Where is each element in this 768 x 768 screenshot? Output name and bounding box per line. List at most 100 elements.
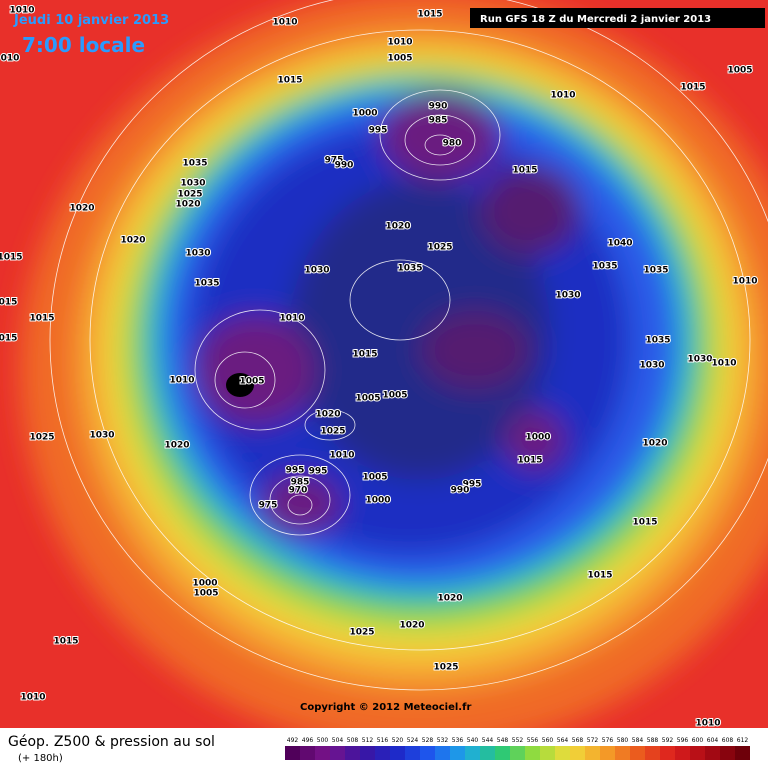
isobar-label: 1005 (727, 66, 752, 76)
legend-swatch (495, 746, 510, 760)
legend-swatch (465, 746, 480, 760)
isobar-label: 1015 (680, 83, 705, 93)
isobar-label: 1005 (355, 394, 380, 404)
legend-label: 560 (542, 737, 554, 744)
isobar-label: 1020 (164, 441, 189, 451)
legend-swatch (405, 746, 420, 760)
isobar-label: 1025 (29, 433, 54, 443)
isobar-label: 1025 (427, 243, 452, 253)
legend-swatch (285, 746, 300, 760)
isobar-label: 1035 (194, 279, 219, 289)
legend-label: 608 (722, 737, 734, 744)
legend-label: 572 (587, 737, 599, 744)
isobar-label: 015 (0, 298, 17, 308)
legend-swatch (630, 746, 645, 760)
legend-label: 596 (677, 737, 689, 744)
isobar-label: 1035 (182, 159, 207, 169)
isobar-label: 1005 (362, 473, 387, 483)
legend-label: 524 (407, 737, 419, 744)
isobar-label: 1010 (732, 277, 757, 287)
isobar-label: 1030 (304, 266, 329, 276)
isobar-label: 1010 (272, 18, 297, 28)
isobar-label: 995 (309, 467, 328, 477)
legend-label: 556 (527, 737, 539, 744)
legend-swatch (315, 746, 330, 760)
isobar-label: 1010 (279, 314, 304, 324)
legend-swatch (645, 746, 660, 760)
isobar-label: 985 (429, 116, 448, 126)
isobar-label: 990 (335, 161, 354, 171)
legend-label: 492 (287, 737, 299, 744)
isobar-label: 1000 (192, 579, 217, 589)
color-legend: 492 496 500 504 508 512 516 520 524 528 532 536 540 5… (285, 737, 750, 760)
legend-swatch (615, 746, 630, 760)
isobar-label: 975 (325, 156, 344, 166)
copyright: Copyright © 2012 Meteociel.fr (300, 702, 471, 713)
isobar-label: 1020 (120, 236, 145, 246)
isobar-label: 1020 (69, 204, 94, 214)
isobar-label: 1020 (315, 410, 340, 420)
legend-swatch (360, 746, 375, 760)
isobar-label: 990 (429, 102, 448, 112)
legend-label: 532 (437, 737, 449, 744)
forecast-time: 7:00 locale (22, 33, 145, 57)
legend-label: 592 (662, 737, 674, 744)
legend-label: 612 (737, 737, 749, 744)
forecast-date: Jeudi 10 janvier 2013 (13, 13, 169, 28)
footer-title: Géop. Z500 & pression au sol (8, 734, 215, 750)
isobar-label: 1005 (193, 589, 218, 599)
isobar-label: 1030 (180, 179, 205, 189)
isobar-label: 1000 (365, 496, 390, 506)
legend-swatch (585, 746, 600, 760)
isobar-label: 1030 (185, 249, 210, 259)
isobar-label: 1020 (437, 594, 462, 604)
isobar-label: 1030 (687, 355, 712, 365)
legend-label: 548 (497, 737, 509, 744)
isobar-label: 1025 (433, 663, 458, 673)
legend-label: 496 (302, 737, 314, 744)
legend-swatch (300, 746, 315, 760)
legend-label: 512 (362, 737, 374, 744)
legend-label: 580 (617, 737, 629, 744)
legend-swatch (705, 746, 720, 760)
legend-swatch (675, 746, 690, 760)
legend-swatch (330, 746, 345, 760)
legend-label: 516 (377, 737, 389, 744)
isobar-label: 1035 (592, 262, 617, 272)
legend-swatch (420, 746, 435, 760)
isobar-label: 1015 (53, 637, 78, 647)
isobar-label: 1015 (29, 314, 54, 324)
isobar-label: 970 (289, 486, 308, 496)
legend-label: 568 (572, 737, 584, 744)
legend-swatch (600, 746, 615, 760)
isobar-label: 1015 (417, 10, 442, 20)
isobar-label: 1040 (607, 239, 632, 249)
legend-label: 544 (482, 737, 494, 744)
isobar-label: 1000 (525, 433, 550, 443)
isobar-label: 1035 (645, 336, 670, 346)
isobar-label: 1010 (329, 451, 354, 461)
legend-swatch (570, 746, 585, 760)
legend-label: 604 (707, 737, 719, 744)
legend-swatch (510, 746, 525, 760)
isobar-label: 1015 (352, 350, 377, 360)
isobar-label: 1005 (382, 391, 407, 401)
legend-swatch (435, 746, 450, 760)
isobar-label: 1035 (643, 266, 668, 276)
isobar-label: 1015 (0, 253, 23, 263)
legend-swatch (720, 746, 735, 760)
legend-swatch (480, 746, 495, 760)
isobar-label: 015 (0, 334, 17, 344)
legend-swatch (390, 746, 405, 760)
isobar-label: 1020 (642, 439, 667, 449)
isobar-label: 1015 (512, 166, 537, 176)
isobar-label: 1020 (399, 621, 424, 631)
isobar-label: 1015 (632, 518, 657, 528)
legend-swatch (735, 746, 750, 760)
geopotential-field (0, 0, 768, 750)
isobar-label: 985 (291, 478, 310, 488)
legend-label: 564 (557, 737, 569, 744)
isobar-label: 995 (286, 466, 305, 476)
